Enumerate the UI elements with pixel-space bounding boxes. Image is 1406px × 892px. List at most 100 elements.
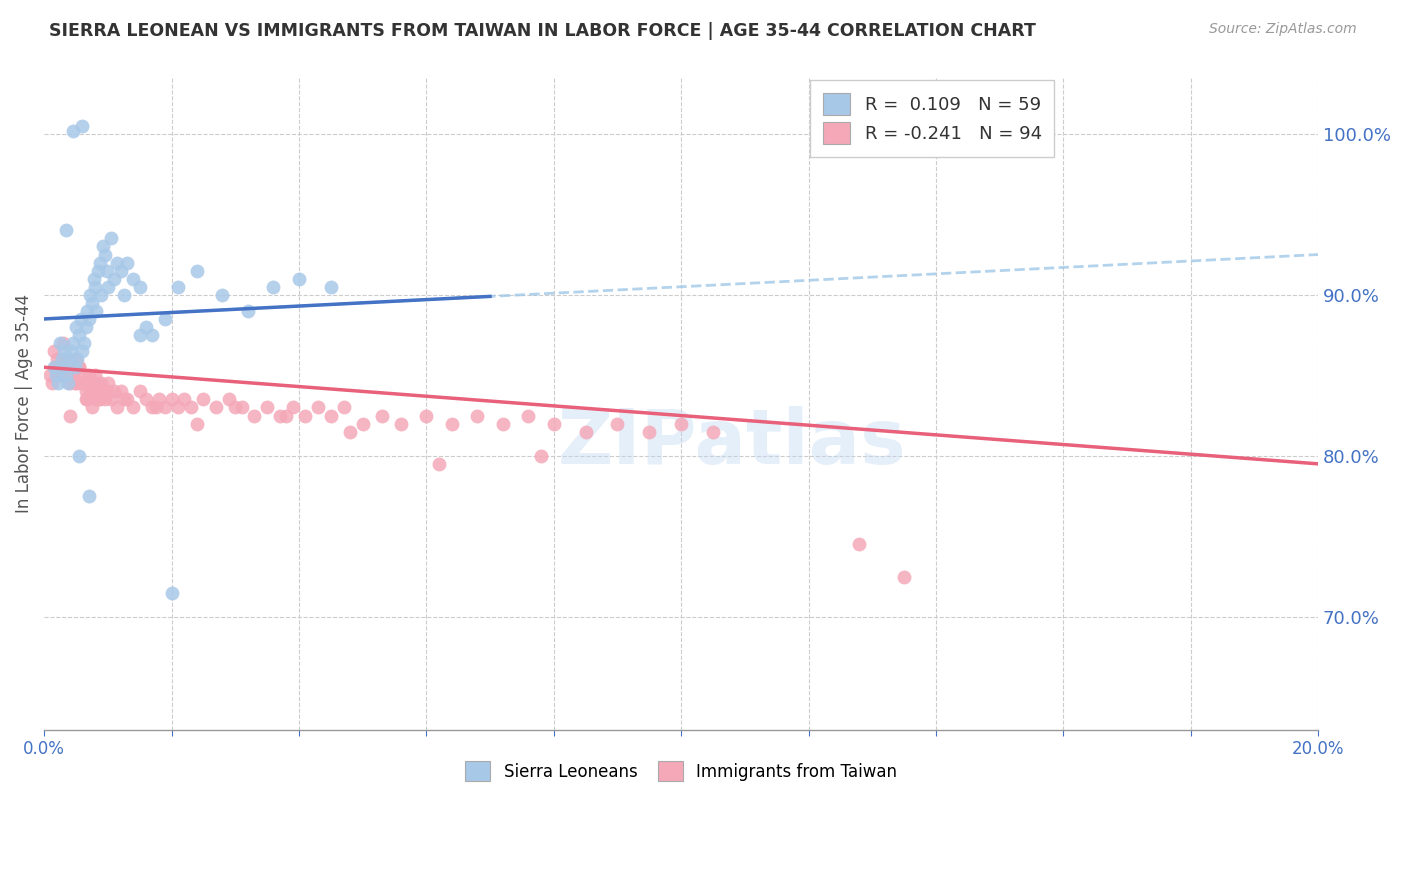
Point [91, 384, 114, 399]
Point [39, 368, 62, 383]
Point [52, 352, 75, 367]
Point [180, 401, 202, 415]
Point [231, 401, 253, 415]
Point [105, 255, 128, 269]
Point [93, 247, 115, 261]
Point [83, 271, 105, 285]
Point [80, 401, 103, 415]
Point [153, 312, 176, 326]
Point [236, 304, 259, 318]
Point [319, 409, 342, 423]
Point [492, 417, 515, 431]
Point [193, 392, 215, 407]
Point [75, 392, 97, 407]
Point [62, 123, 84, 137]
Point [83, 384, 105, 399]
Point [110, 384, 132, 399]
Point [59, 344, 82, 359]
Point [112, 287, 135, 301]
Point [256, 401, 278, 415]
Point [51, 368, 73, 383]
Point [72, 336, 94, 351]
Point [52, 336, 75, 351]
Point [70, 376, 93, 391]
Point [51, 352, 73, 367]
Point [135, 320, 157, 334]
Point [67, 360, 90, 375]
Point [49, 336, 72, 351]
Point [66, 376, 89, 391]
Point [269, 409, 291, 423]
Point [67, 360, 90, 375]
Point [84, 279, 107, 293]
Point [530, 449, 553, 463]
Point [160, 585, 183, 599]
Point [55, 223, 77, 237]
Point [160, 392, 183, 407]
Point [112, 392, 135, 407]
Point [41, 376, 63, 391]
Point [86, 304, 108, 318]
Point [128, 279, 150, 293]
Point [66, 352, 89, 367]
Point [67, 449, 90, 463]
Point [294, 409, 316, 423]
Point [55, 368, 77, 383]
Point [90, 376, 112, 391]
Point [72, 119, 94, 133]
Point [97, 376, 120, 391]
Point [122, 401, 145, 415]
Point [87, 392, 110, 407]
Point [46, 368, 69, 383]
Point [80, 376, 103, 391]
Point [669, 417, 692, 431]
Point [87, 376, 110, 391]
Text: ZIPatlas: ZIPatlas [558, 406, 907, 480]
Point [103, 271, 125, 285]
Point [80, 296, 103, 310]
Point [77, 368, 100, 383]
Point [288, 271, 311, 285]
Point [53, 368, 76, 383]
Point [90, 287, 112, 301]
Point [76, 392, 98, 407]
Point [58, 376, 80, 391]
Point [76, 304, 98, 318]
Point [79, 287, 101, 301]
Point [218, 392, 240, 407]
Point [427, 457, 450, 471]
Point [186, 417, 208, 431]
Point [49, 360, 72, 375]
Legend: Sierra Leoneans, Immigrants from Taiwan: Sierra Leoneans, Immigrants from Taiwan [454, 749, 908, 793]
Point [307, 401, 329, 415]
Point [128, 328, 150, 343]
Point [45, 368, 67, 383]
Point [100, 231, 122, 245]
Point [45, 352, 67, 367]
Point [75, 320, 97, 334]
Point [52, 360, 75, 375]
Point [465, 409, 488, 423]
Point [58, 368, 80, 383]
Point [167, 401, 190, 415]
Point [105, 401, 128, 415]
Point [62, 336, 84, 351]
Point [332, 401, 354, 415]
Point [517, 409, 540, 423]
Point [58, 376, 80, 391]
Point [89, 392, 111, 407]
Point [63, 376, 86, 391]
Point [281, 401, 304, 415]
Point [352, 417, 374, 431]
Point [72, 344, 94, 359]
Point [62, 368, 84, 383]
Point [606, 417, 628, 431]
Point [96, 384, 118, 399]
Y-axis label: In Labor Force | Age 35-44: In Labor Force | Age 35-44 [15, 293, 32, 513]
Point [75, 384, 97, 399]
Point [77, 312, 100, 326]
Point [205, 401, 228, 415]
Point [415, 409, 437, 423]
Point [110, 263, 132, 277]
Point [173, 392, 195, 407]
